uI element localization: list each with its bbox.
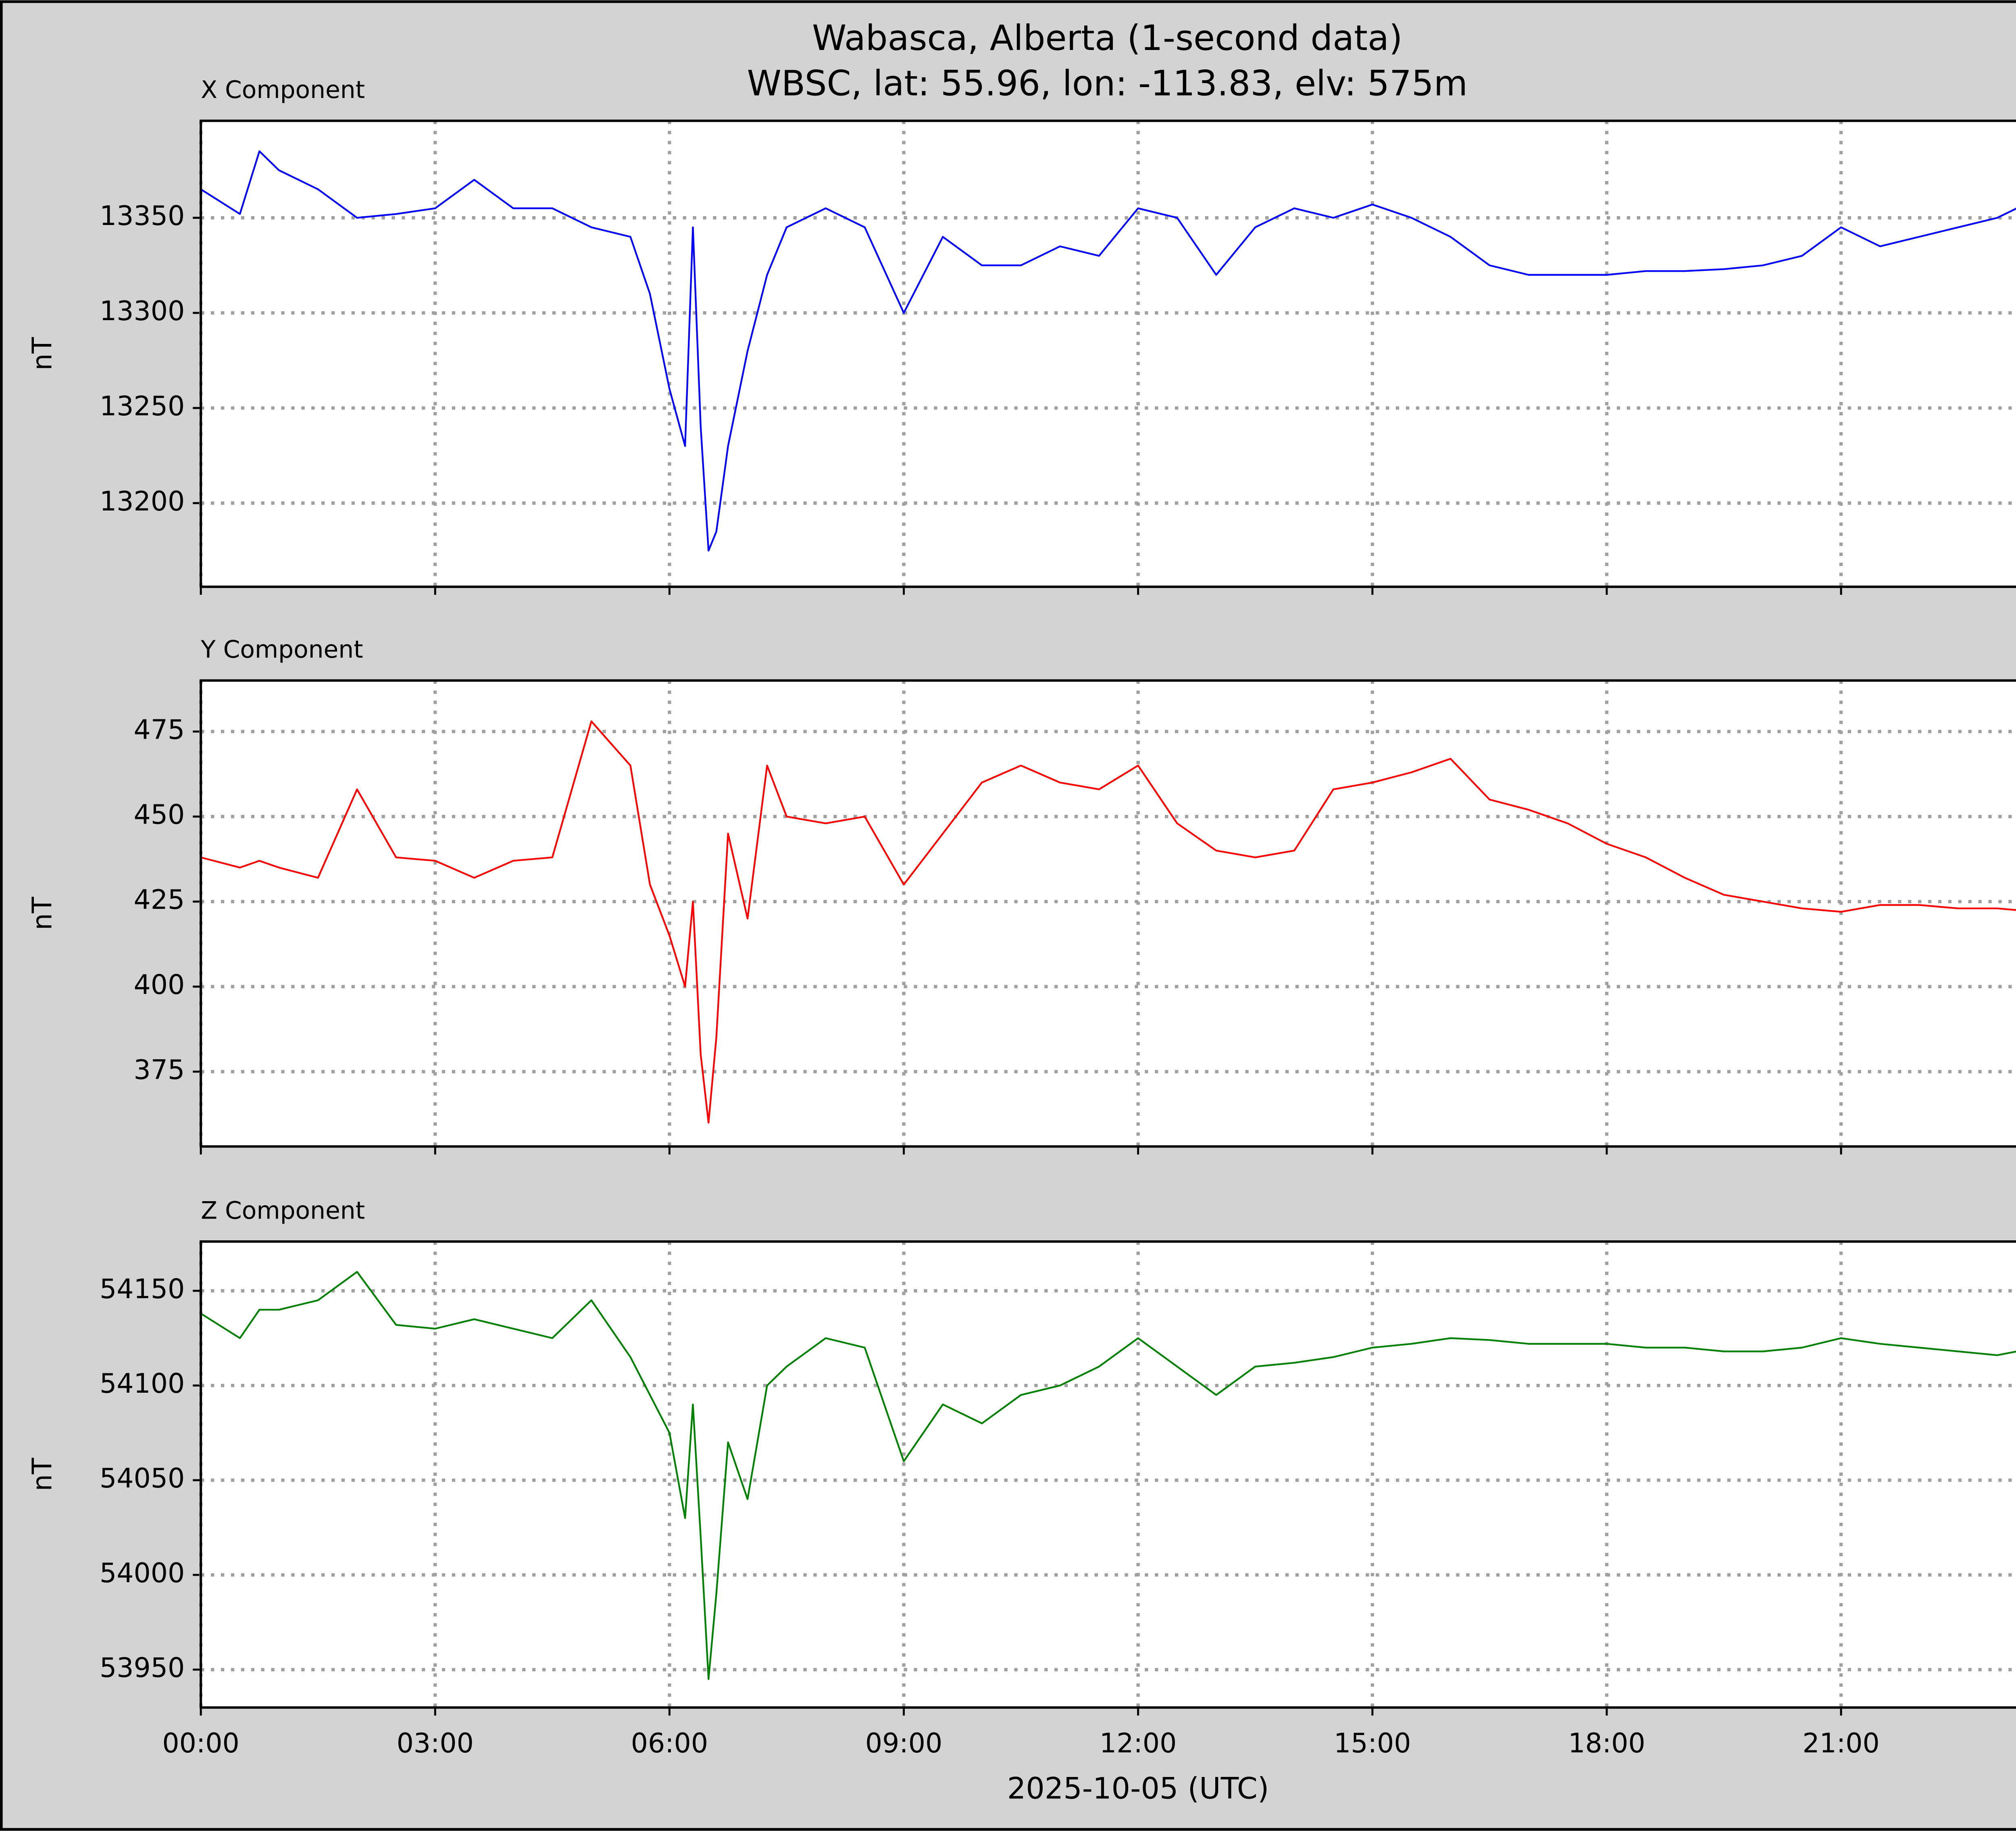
- plot-area: [201, 1241, 2016, 1708]
- panel-title: X Component: [201, 76, 365, 104]
- y-tick-label: 475: [134, 714, 185, 745]
- data-line: [200, 150, 2016, 552]
- y-tick-label: 54000: [100, 1557, 185, 1589]
- y-tick-label: 54100: [100, 1368, 185, 1399]
- y-tick-label: 13350: [100, 200, 185, 231]
- plot-frame: [200, 1240, 2016, 1709]
- x-tick-label: 00:00: [162, 1727, 239, 1759]
- x-tick-label: 15:00: [1334, 1727, 1411, 1759]
- y-tick-label: 425: [134, 884, 185, 915]
- plot-area: [201, 121, 2016, 587]
- y-axis-label: nT: [27, 897, 58, 930]
- plot-frame: [200, 679, 2016, 1148]
- y-axis-label: nT: [27, 1458, 58, 1491]
- y-tick-label: 375: [134, 1054, 185, 1085]
- y-tick-label: 13200: [100, 485, 185, 517]
- x-axis-label: 2025-10-05 (UTC): [1007, 1772, 1269, 1806]
- figure-subtitle: WBSC, lat: 55.96, lon: -113.83, elv: 575…: [747, 64, 1468, 104]
- y-tick-label: 54050: [100, 1462, 185, 1494]
- x-tick-label: 18:00: [1568, 1727, 1645, 1759]
- y-tick-label: 13250: [100, 390, 185, 422]
- x-tick-label: 03:00: [397, 1727, 474, 1759]
- y-tick-label: 400: [134, 969, 185, 1000]
- y-tick-label: 53950: [100, 1652, 185, 1683]
- plot-frame: [200, 119, 2016, 588]
- y-tick-label: 13300: [100, 295, 185, 327]
- data-line: [200, 1271, 2016, 1680]
- x-tick-label: 12:00: [1100, 1727, 1177, 1759]
- y-axis-label: nT: [27, 337, 58, 371]
- panel-title: Z Component: [201, 1197, 365, 1225]
- plot-area: [201, 680, 2016, 1147]
- x-tick-label: 06:00: [631, 1727, 708, 1759]
- data-line: [200, 720, 2016, 1124]
- figure-title: Wabasca, Alberta (1-second data): [812, 18, 1403, 58]
- x-tick-label: 09:00: [865, 1727, 942, 1759]
- y-tick-label: 450: [134, 799, 185, 830]
- x-tick-label: 21:00: [1802, 1727, 1879, 1759]
- y-tick-label: 54150: [100, 1273, 185, 1304]
- panel-title: Y Component: [200, 636, 363, 664]
